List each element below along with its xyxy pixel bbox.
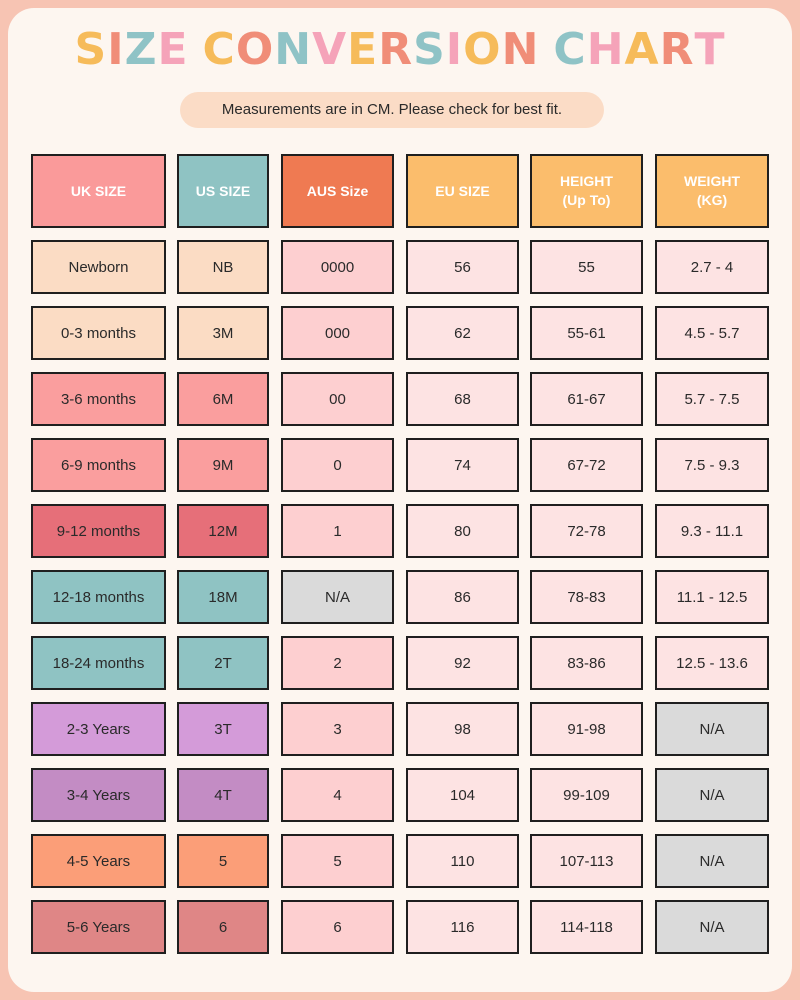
cell-uk: 0-3 months [31, 306, 166, 360]
cell-uk: 9-12 months [31, 504, 166, 558]
cell-eu: 98 [406, 702, 519, 756]
cell-eu: 62 [406, 306, 519, 360]
cell-weight: N/A [655, 900, 769, 954]
cell-aus: 4 [281, 768, 394, 822]
cell-aus: 0 [281, 438, 394, 492]
cell-us: 3T [177, 702, 269, 756]
cell-uk: 2-3 Years [31, 702, 166, 756]
cell-weight: 9.3 - 11.1 [655, 504, 769, 558]
title-letter: Z [124, 24, 158, 75]
cell-height: 61-67 [530, 372, 643, 426]
title-letter: R [378, 24, 414, 75]
cell-aus: 00 [281, 372, 394, 426]
cell-weight: N/A [655, 702, 769, 756]
cell-us: 12M [177, 504, 269, 558]
cell-eu: 80 [406, 504, 519, 558]
cell-height: 55 [530, 240, 643, 294]
cell-us: 5 [177, 834, 269, 888]
cell-eu: 92 [406, 636, 519, 690]
title-letter: A [624, 24, 660, 75]
cell-aus: 3 [281, 702, 394, 756]
title-letter: E [157, 24, 189, 75]
title-letter: E [347, 24, 379, 75]
cell-height: 114-118 [530, 900, 643, 954]
cell-height: 107-113 [530, 834, 643, 888]
cell-eu: 110 [406, 834, 519, 888]
cell-aus: 1 [281, 504, 394, 558]
cell-weight: 11.1 - 12.5 [655, 570, 769, 624]
cell-height: 78-83 [530, 570, 643, 624]
cell-eu: 116 [406, 900, 519, 954]
title-letter: S [74, 24, 108, 75]
cell-uk: 3-6 months [31, 372, 166, 426]
title-letter: C [553, 24, 587, 75]
cell-uk: 6-9 months [31, 438, 166, 492]
cell-us: 6M [177, 372, 269, 426]
cell-aus: 2 [281, 636, 394, 690]
cell-height: 91-98 [530, 702, 643, 756]
cell-height: 55-61 [530, 306, 643, 360]
header-eu: EU SIZE [406, 154, 519, 228]
cell-uk: 12-18 months [31, 570, 166, 624]
title-letter: T [694, 24, 726, 75]
cell-uk: Newborn [31, 240, 166, 294]
header-aus: AUS Size [281, 154, 394, 228]
title-letter: O [235, 24, 275, 75]
header-height: HEIGHT (Up To) [530, 154, 643, 228]
title-letter: N [274, 24, 313, 75]
title-letter: C [202, 24, 236, 75]
cell-us: 6 [177, 900, 269, 954]
cell-us: 2T [177, 636, 269, 690]
subtitle-banner: Measurements are in CM. Please check for… [180, 92, 604, 128]
page-title: SIZE CONVERSION CHART [0, 22, 800, 78]
cell-eu: 86 [406, 570, 519, 624]
cell-uk: 3-4 Years [31, 768, 166, 822]
header-uk: UK SIZE [31, 154, 166, 228]
cell-weight: N/A [655, 768, 769, 822]
title-letter: O [463, 24, 502, 75]
cell-us: 9M [177, 438, 269, 492]
cell-us: 4T [177, 768, 269, 822]
cell-aus: 000 [281, 306, 394, 360]
cell-us: NB [177, 240, 269, 294]
cell-height: 72-78 [530, 504, 643, 558]
cell-weight: N/A [655, 834, 769, 888]
cell-height: 83-86 [530, 636, 643, 690]
cell-weight: 2.7 - 4 [655, 240, 769, 294]
cell-eu: 56 [406, 240, 519, 294]
cell-us: 3M [177, 306, 269, 360]
title-letter: V [312, 24, 348, 75]
title-letter: I [445, 24, 464, 75]
cell-uk: 4-5 Years [31, 834, 166, 888]
title-letter: H [586, 24, 625, 75]
cell-aus: N/A [281, 570, 394, 624]
cell-weight: 5.7 - 7.5 [655, 372, 769, 426]
cell-aus: 0000 [281, 240, 394, 294]
cell-uk: 5-6 Years [31, 900, 166, 954]
cell-aus: 6 [281, 900, 394, 954]
cell-height: 99-109 [530, 768, 643, 822]
title-letter: N [501, 24, 540, 75]
cell-eu: 68 [406, 372, 519, 426]
cell-eu: 74 [406, 438, 519, 492]
cell-uk: 18-24 months [31, 636, 166, 690]
cell-eu: 104 [406, 768, 519, 822]
cell-aus: 5 [281, 834, 394, 888]
cell-us: 18M [177, 570, 269, 624]
cell-height: 67-72 [530, 438, 643, 492]
cell-weight: 7.5 - 9.3 [655, 438, 769, 492]
header-weight: WEIGHT (KG) [655, 154, 769, 228]
title-letter: R [659, 24, 695, 75]
title-letter: I [107, 24, 125, 75]
title-letter: S [413, 24, 446, 75]
header-us: US SIZE [177, 154, 269, 228]
cell-weight: 12.5 - 13.6 [655, 636, 769, 690]
cell-weight: 4.5 - 5.7 [655, 306, 769, 360]
